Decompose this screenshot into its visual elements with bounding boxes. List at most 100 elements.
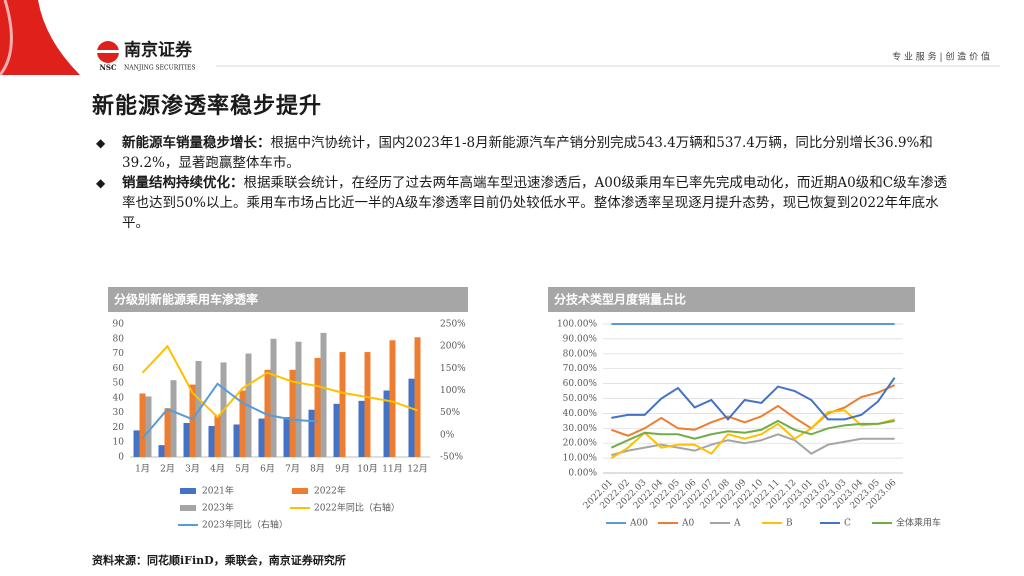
y-tick-label: 30 bbox=[113, 408, 125, 418]
legend-label: 2022年同比（右轴） bbox=[314, 502, 400, 514]
bar bbox=[295, 341, 302, 457]
y-tick-label: 20.00% bbox=[563, 439, 598, 449]
bar bbox=[339, 352, 346, 457]
legend-label: 2021年 bbox=[202, 485, 234, 497]
bar bbox=[189, 384, 196, 457]
source-note: 资料来源：同花顺iFinD，乘联会，南京证券研究所 bbox=[92, 554, 346, 567]
y-tick-label: 0.00% bbox=[568, 469, 597, 479]
x-tick-label: 1月 bbox=[135, 464, 150, 475]
bar bbox=[208, 425, 215, 457]
x-tick-label: 10月 bbox=[357, 464, 377, 475]
x-tick-label: 4月 bbox=[210, 464, 225, 475]
company-name: 南京证券 bbox=[124, 40, 193, 61]
x-tick-label: 2月 bbox=[160, 464, 175, 475]
bar bbox=[383, 390, 390, 457]
y-tick-label: 90 bbox=[113, 320, 125, 330]
bar bbox=[264, 369, 271, 457]
slide-title: 新能源渗透率稳步提升 bbox=[92, 93, 323, 119]
y-tick-label: 70.00% bbox=[563, 364, 598, 374]
x-tick-label: 12月 bbox=[407, 464, 427, 475]
bullet-text: 根据乘联会统计，在经历了过去两年高端车型迅速渗透后，A00级乘用车已率先完成电动… bbox=[122, 175, 948, 231]
y-tick-label: 10 bbox=[113, 438, 125, 448]
bar bbox=[145, 396, 152, 457]
bar bbox=[258, 418, 265, 457]
bar bbox=[214, 415, 221, 457]
y2-tick-label: 200% bbox=[440, 342, 466, 352]
chart-header bbox=[548, 287, 915, 312]
bar bbox=[133, 430, 140, 457]
y-tick-label: 30.00% bbox=[563, 424, 598, 434]
y2-tick-label: 250% bbox=[440, 320, 466, 330]
y-tick-label: 20 bbox=[113, 423, 125, 433]
bar bbox=[333, 403, 340, 457]
bar bbox=[183, 423, 190, 457]
y-tick-label: 40 bbox=[113, 393, 125, 403]
bar bbox=[283, 417, 290, 457]
y2-tick-label: 150% bbox=[440, 364, 466, 374]
legend-label: 2022年 bbox=[314, 485, 346, 497]
data-line bbox=[610, 419, 895, 449]
y-tick-label: 0 bbox=[118, 453, 124, 463]
x-tick-label: 3月 bbox=[185, 464, 200, 475]
y-tick-label: 90.00% bbox=[563, 334, 598, 344]
x-tick-label: 7月 bbox=[285, 464, 300, 475]
y2-tick-label: 100% bbox=[440, 386, 466, 396]
bar bbox=[320, 332, 327, 457]
bar bbox=[233, 424, 240, 457]
legend-label: C bbox=[844, 519, 851, 529]
bar bbox=[314, 357, 321, 457]
y2-tick-label: 0% bbox=[440, 430, 455, 440]
bar bbox=[170, 380, 177, 457]
y2-tick-label: 50% bbox=[440, 408, 460, 418]
y-tick-label: 60 bbox=[113, 364, 125, 374]
corner-arc bbox=[0, 0, 13, 76]
bullet: 销量结构持续优化：根据乘联会统计，在经历了过去两年高端车型迅速渗透后，A00级乘… bbox=[96, 173, 956, 233]
legend-swatch bbox=[292, 488, 308, 494]
y-tick-label: 80.00% bbox=[563, 349, 598, 359]
bullet-list: 新能源车销量稳步增长：根据中汽协统计，国内2023年1-8月新能源汽车产销分别完… bbox=[96, 133, 956, 233]
tagline: 专 业 服 务 | 创 造 价 值 bbox=[892, 51, 990, 63]
x-tick-label: 11月 bbox=[382, 464, 402, 475]
bar bbox=[158, 445, 165, 457]
x-tick-label: 8月 bbox=[310, 464, 325, 475]
y-tick-label: 50.00% bbox=[563, 394, 598, 404]
bar bbox=[195, 360, 202, 457]
data-line bbox=[611, 377, 896, 421]
legend-swatch bbox=[180, 505, 196, 511]
data-line bbox=[141, 344, 418, 419]
bar bbox=[139, 393, 146, 457]
chart-title: 分技术类型月度销量占比 bbox=[554, 292, 686, 307]
legend-label: A bbox=[733, 519, 741, 529]
y-tick-label: 50 bbox=[113, 379, 125, 389]
legend-label: 2023年 bbox=[202, 502, 234, 514]
bullet-lead: 销量结构持续优化： bbox=[122, 175, 244, 191]
legend-label: 2023年同比（右轴） bbox=[202, 519, 288, 531]
data-line bbox=[610, 384, 896, 437]
logo-stripe bbox=[97, 50, 119, 53]
x-tick-label: 9月 bbox=[335, 464, 350, 475]
bar bbox=[239, 390, 246, 457]
legend-label: B bbox=[786, 519, 793, 529]
bar bbox=[308, 409, 315, 457]
logo-abbr: NSC bbox=[99, 63, 116, 72]
bar bbox=[358, 400, 365, 457]
x-tick-label: 6月 bbox=[260, 464, 275, 475]
legend-label: 全体乘用车 bbox=[896, 517, 941, 529]
bar bbox=[270, 338, 277, 457]
bullet-lead: 新能源车销量稳步增长： bbox=[122, 135, 271, 151]
bar bbox=[364, 352, 371, 457]
y-tick-label: 100.00% bbox=[557, 320, 597, 330]
bullet: 新能源车销量稳步增长：根据中汽协统计，国内2023年1-8月新能源汽车产销分别完… bbox=[96, 133, 956, 173]
bar bbox=[389, 340, 396, 457]
chart-title: 分级别新能源乘用车渗透率 bbox=[114, 292, 258, 307]
y-tick-label: 70 bbox=[113, 349, 125, 359]
bullet-text: 根据中汽协统计，国内2023年1-8月新能源汽车产销分别完成543.4万辆和53… bbox=[122, 135, 933, 171]
bar bbox=[164, 408, 171, 457]
legend-swatch bbox=[180, 488, 196, 494]
y-tick-label: 80 bbox=[113, 334, 125, 344]
y-tick-label: 40.00% bbox=[563, 409, 598, 419]
bar bbox=[289, 369, 296, 457]
